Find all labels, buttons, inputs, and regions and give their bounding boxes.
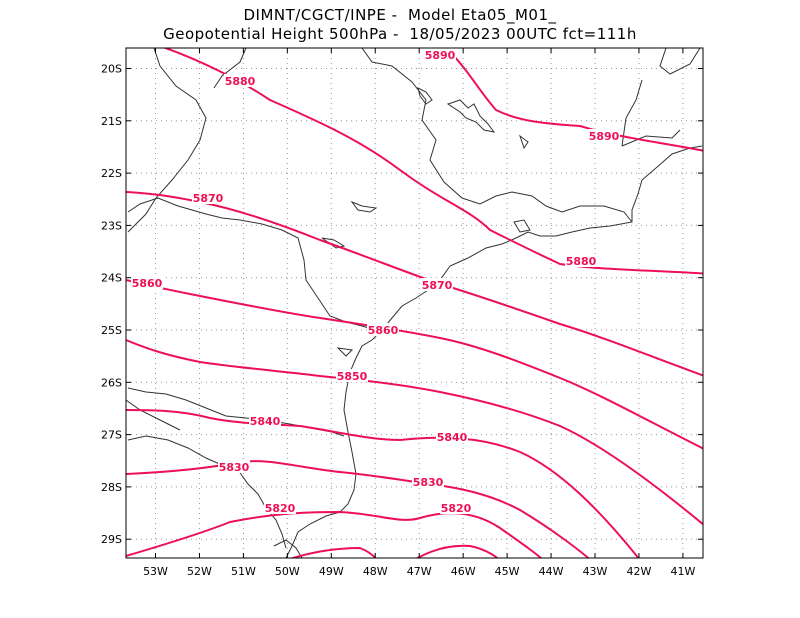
contour-value-label: 5820 [265,502,296,515]
island-outline [336,347,354,357]
height-contour-line [126,191,703,377]
contour-label-backdrop [412,475,444,488]
contour-value-label: 5890 [589,130,620,143]
contour-value-label: 5840 [437,431,468,444]
lat-tick-label: 28S [101,481,122,494]
contour-value-label: 5830 [413,476,444,489]
lon-tick-label: 53W [143,565,168,578]
lon-tick-label: 48W [363,565,388,578]
contour-value-label: 5830 [219,461,250,474]
map-title-line-1: DIMNT/CGCT/INPE - Model Eta05_M01_ [243,6,557,24]
contour-label-backdrop [440,501,472,514]
state-border [621,129,681,147]
height-contour-line [126,279,703,450]
contour-value-label: 5860 [368,324,399,337]
contour-label-backdrop [436,430,468,443]
lat-tick-label: 25S [101,324,122,337]
lon-tick-label: 47W [407,565,432,578]
reservoir-outline [417,87,433,105]
lat-tick-label: 23S [101,219,122,232]
contour-label-backdrop [421,278,453,291]
contour-value-label: 5870 [422,279,453,292]
height-contour-line [126,510,543,558]
contour-value-label: 5880 [566,255,597,268]
lagoon-outline [273,539,303,558]
reservoir-outline [446,99,496,133]
lon-tick-label: 41W [670,565,695,578]
lon-tick-label: 45W [495,565,520,578]
reservoir-outline [519,134,529,150]
plot-frame [125,47,704,559]
contour-label-backdrop [424,48,456,61]
contour-label-backdrop [367,323,399,336]
contour-value-label: 5820 [441,502,472,515]
lon-tick-label: 49W [319,565,344,578]
lon-tick-label: 51W [231,565,256,578]
lon-tick-label: 52W [187,565,212,578]
lon-tick-label: 46W [451,565,476,578]
contour-value-label: 5890 [425,49,456,62]
contour-value-label: 5870 [193,192,224,205]
contour-value-label: 5860 [132,277,163,290]
lat-tick-label: 27S [101,429,122,442]
contour-label-backdrop [224,74,256,87]
state-border [127,48,207,233]
state-border [213,48,247,89]
contour-label-backdrop [249,414,281,427]
height-contours [126,48,703,558]
map-title-line-2: Geopotential Height 500hPa - 18/05/2023 … [163,25,637,43]
state-border [361,48,633,223]
lat-tick-label: 22S [101,167,122,180]
state-border [621,79,643,147]
lon-tick-label: 42W [627,565,652,578]
lat-tick-label: 26S [101,376,122,389]
contour-label-layer: 5890 5880 5890 5870 5880 5860 5870 5860 5850 5840… [131,48,620,515]
contour-label-backdrop [131,276,163,289]
height-contour-line [415,544,500,558]
lon-tick-label: 50W [275,565,300,578]
lat-tick-label: 21S [101,115,122,128]
lat-tick-label: 29S [101,533,122,546]
height-contour-line [126,339,703,526]
height-contour-line [162,48,703,275]
state-border [127,435,267,509]
lat-tick-label: 20S [101,63,122,76]
axis-ticks: 53W 52W 51W 50W 49W 48W 47W 46W 45W 44W 43W 42W 41W 2… [101,48,703,578]
lat-tick-label: 24S [101,272,122,285]
reservoir-outline [350,200,378,213]
lat-lon-gridlines [126,48,703,558]
lon-tick-label: 43W [583,565,608,578]
contour-label-backdrop [336,369,368,382]
contour-label-backdrop [565,254,597,267]
contour-value-label: 5850 [337,370,368,383]
state-border [127,197,377,331]
contour-value-label: 5880 [225,75,256,88]
coastline [285,145,703,558]
contour-value-label: 5840 [250,415,281,428]
height-contour-line [126,409,640,558]
contour-label-backdrop [588,129,620,142]
contour-label-backdrop [192,191,224,204]
state-border [659,48,701,75]
state-border [126,399,181,431]
height-contour-line [449,51,703,152]
lon-tick-label: 44W [539,565,564,578]
island-outline [513,219,531,233]
contour-label-backdrop [264,501,296,514]
contour-label-backdrop [218,460,250,473]
